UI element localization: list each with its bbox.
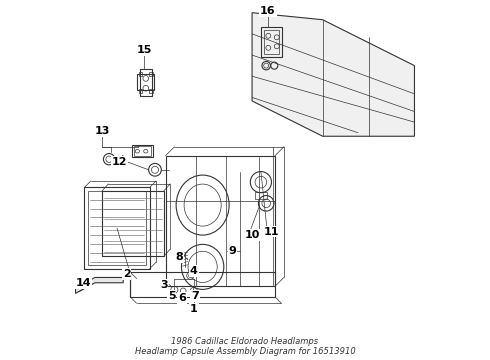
Text: 3: 3 [160, 279, 168, 289]
Text: 5: 5 [168, 291, 175, 301]
Text: 15: 15 [137, 45, 152, 55]
Text: 2: 2 [123, 269, 131, 279]
Bar [84, 188, 149, 269]
Text: 11: 11 [264, 226, 279, 237]
Bar [264, 30, 279, 54]
Bar [166, 156, 275, 286]
Text: 10: 10 [245, 230, 260, 240]
Bar [132, 145, 153, 157]
Bar [130, 272, 275, 297]
Polygon shape [75, 278, 123, 293]
Text: 13: 13 [94, 126, 110, 136]
Text: 6: 6 [178, 293, 186, 303]
Text: 1: 1 [190, 304, 197, 314]
Text: 4: 4 [190, 266, 198, 276]
Text: 8: 8 [176, 252, 184, 262]
Bar [139, 72, 143, 76]
Bar [261, 27, 282, 57]
Bar [149, 72, 152, 76]
Text: 9: 9 [229, 246, 237, 256]
Bar [102, 191, 164, 256]
Bar [254, 192, 267, 199]
Text: 14: 14 [75, 278, 91, 288]
Text: 1986 Cadillac Eldorado Headlamps
Headlamp Capsule Assembly Diagram for 16513910: 1986 Cadillac Eldorado Headlamps Headlam… [135, 337, 355, 356]
Bar [88, 191, 146, 265]
Polygon shape [252, 13, 415, 136]
Bar [149, 89, 152, 93]
Bar [134, 147, 151, 156]
Text: 12: 12 [112, 157, 127, 167]
Bar [140, 69, 152, 96]
Text: 16: 16 [260, 6, 276, 16]
Bar [139, 89, 143, 93]
Bar [137, 75, 154, 90]
Text: 7: 7 [191, 291, 199, 301]
